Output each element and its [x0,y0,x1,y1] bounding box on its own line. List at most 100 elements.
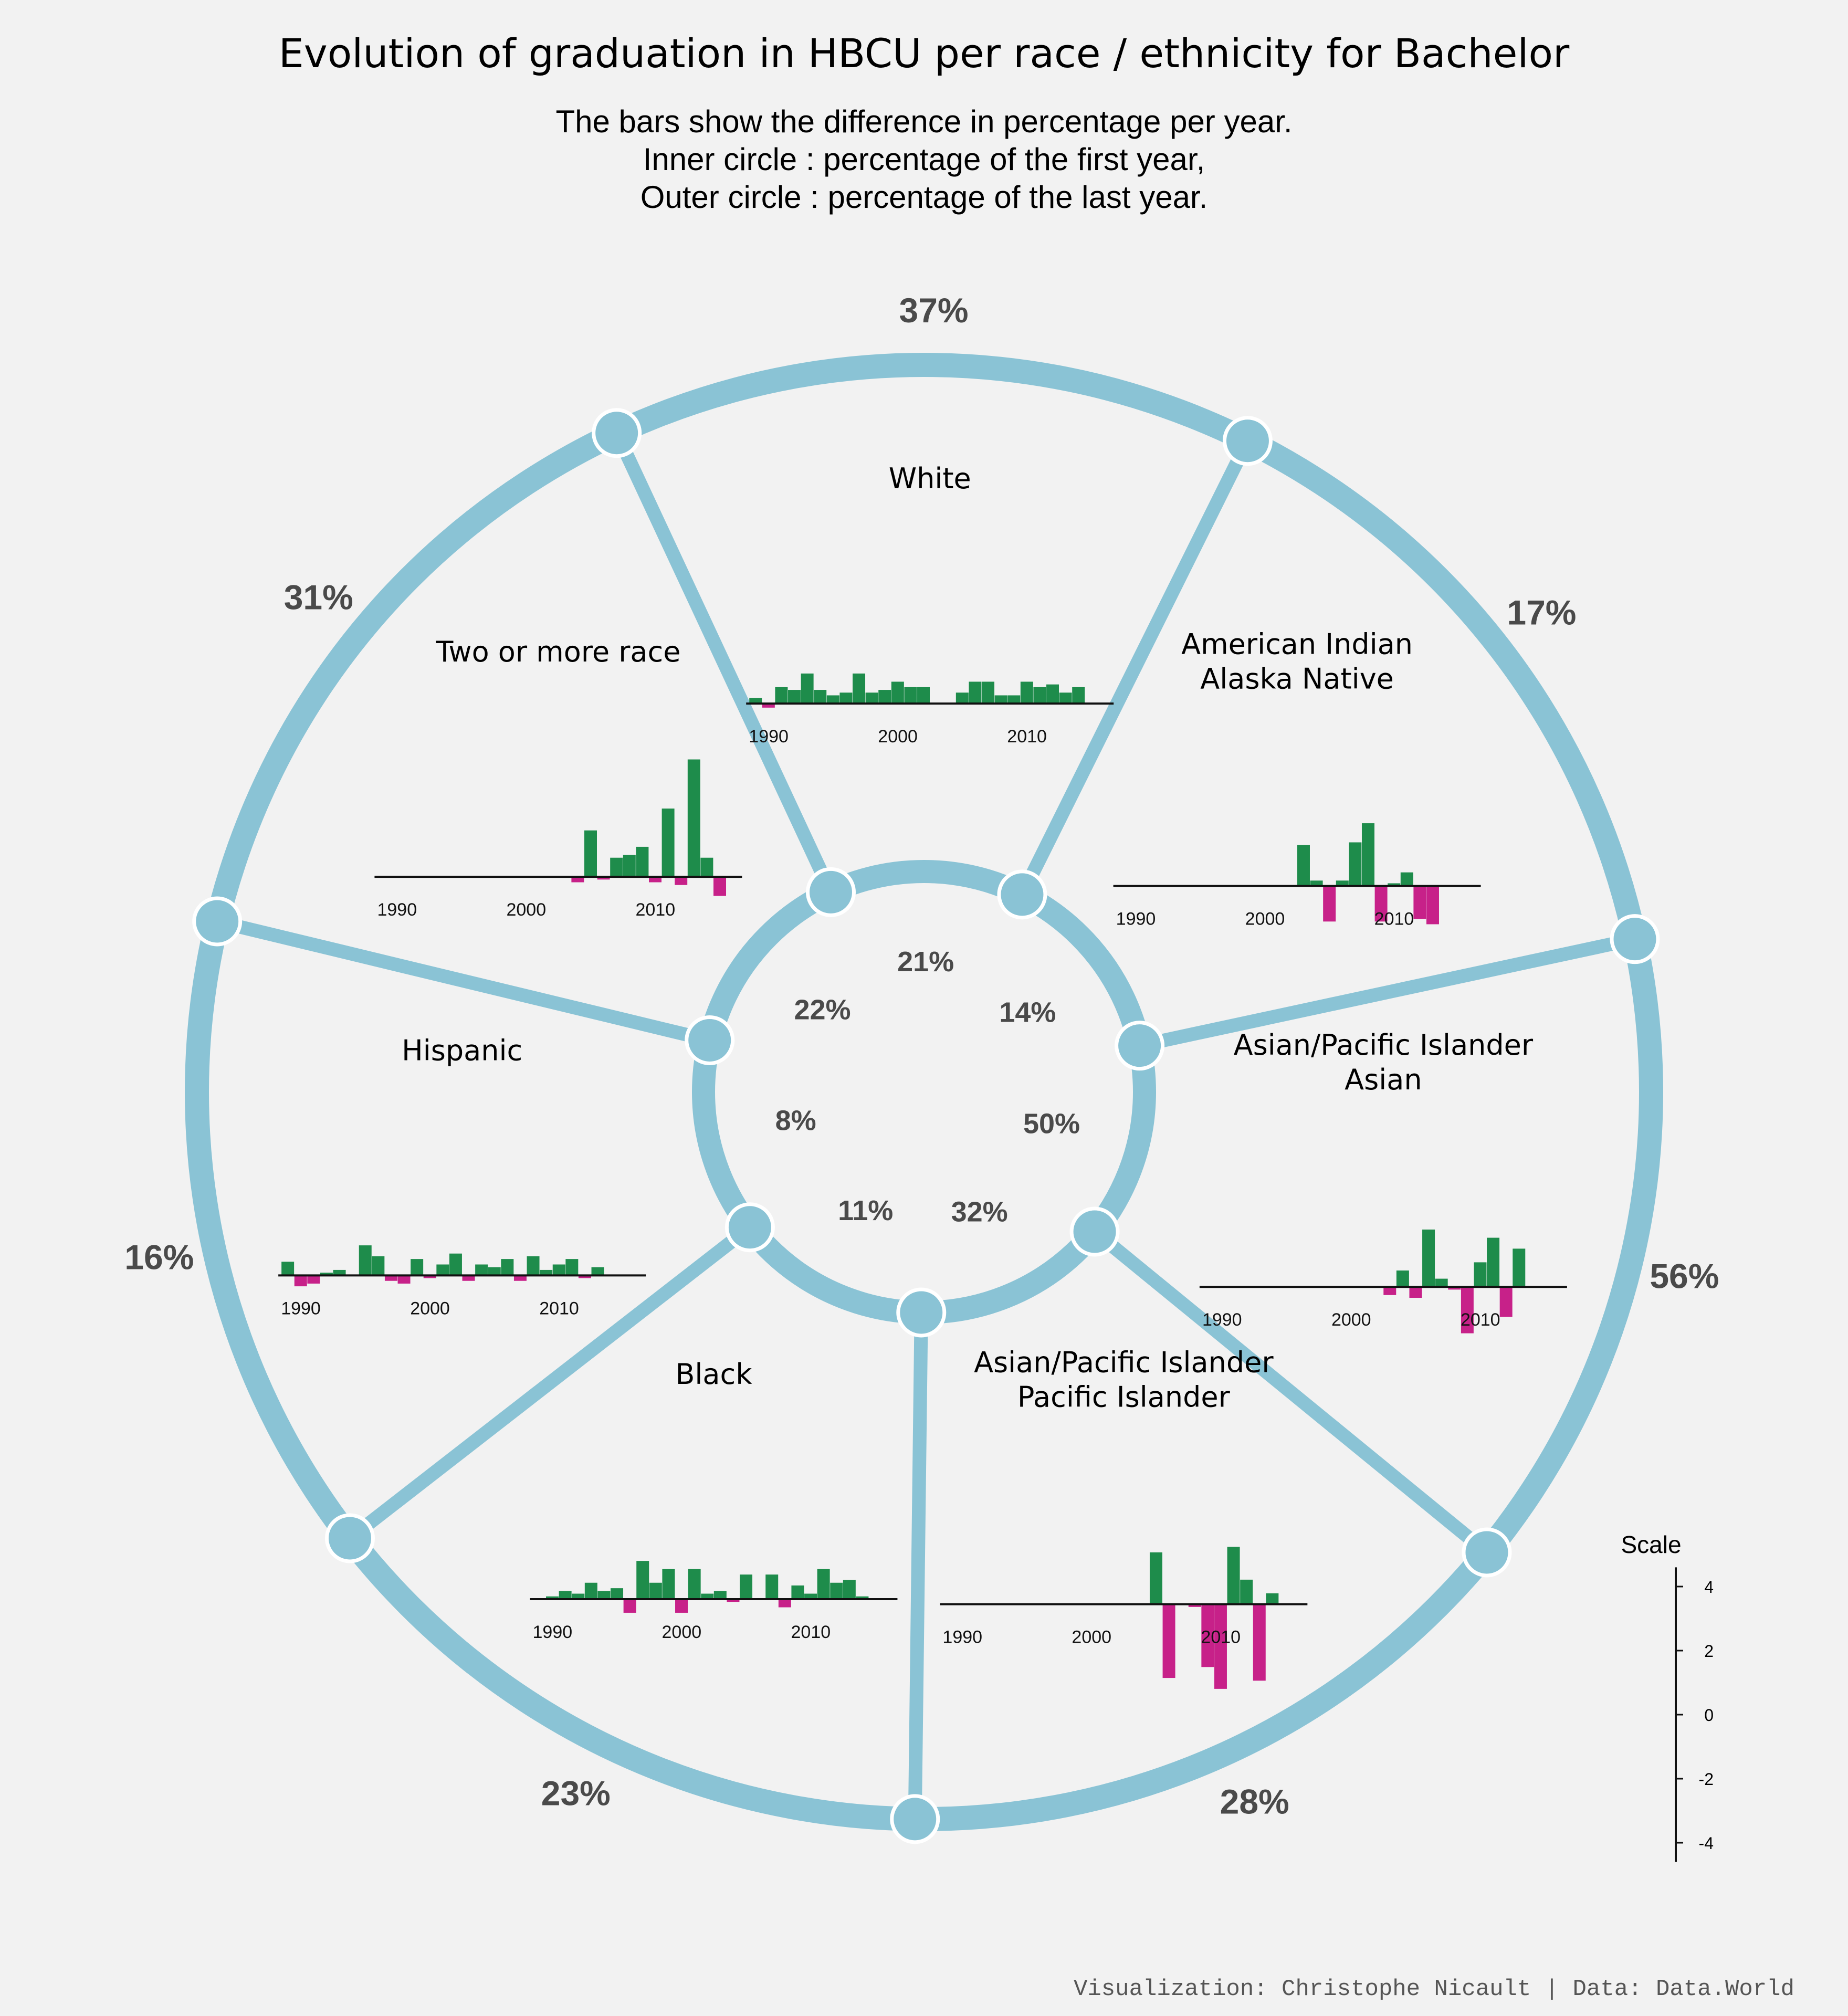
first-year-pct: 11% [838,1195,893,1226]
bar [891,681,904,704]
group-name: Black [675,1358,752,1391]
bar [775,687,788,704]
bar [384,1275,397,1281]
bar [917,687,930,704]
group-name: American Indian [1181,628,1413,661]
outer-node [192,896,243,947]
last-year-pct: 56% [1650,1257,1719,1296]
bar [1007,695,1021,704]
bar [1266,1593,1279,1604]
scale-tick-label: 4 [1704,1578,1714,1597]
bar [1383,1287,1396,1295]
year-tick-label: 2000 [878,727,918,747]
bar [411,1259,424,1276]
year-tick-label: 2000 [1331,1310,1371,1330]
bar [749,698,762,704]
bar [636,846,649,877]
bar [982,681,995,704]
last-year-pct: 31% [284,578,353,617]
wheel-layer [185,353,1663,1844]
year-tick-label: 2010 [1461,1310,1500,1330]
inner-node [685,1015,735,1065]
first-year-pct: 50% [1023,1108,1080,1140]
bar [527,1256,540,1276]
bar [649,1582,662,1599]
year-tick-label: 1990 [281,1298,321,1318]
bar [853,673,866,704]
bar [320,1273,333,1276]
outer-node [1462,1527,1512,1578]
bar [791,1585,804,1599]
bar [1461,1287,1474,1334]
bar [740,1574,753,1599]
bar [1487,1237,1500,1287]
bar [687,759,700,877]
bar [1400,872,1413,886]
bar [649,877,662,883]
inner-node [997,869,1047,920]
outer-node [890,1794,940,1844]
bar [1409,1287,1422,1298]
group-name: Asian [1345,1063,1422,1096]
bar [1253,1604,1266,1681]
inner-node [806,867,856,917]
first-year-pct: 32% [951,1196,1008,1228]
first-year-pct: 14% [999,997,1056,1028]
bar [552,1264,565,1276]
bar [713,877,727,896]
bar [571,877,584,883]
bar [765,1574,779,1599]
bar [662,1569,675,1599]
year-tick-label: 2010 [791,1622,831,1642]
bar [372,1256,385,1276]
bar [597,877,610,880]
bar [1188,1604,1201,1607]
bar [488,1267,501,1276]
bar [1214,1604,1227,1689]
bar [688,1569,701,1599]
group-name: Two or more race [435,635,680,668]
bar [584,1582,597,1599]
first-year-pct: 21% [897,946,954,978]
bar [878,690,891,704]
bar [1020,681,1033,704]
bar [830,1582,843,1599]
year-tick-label: 2000 [506,900,546,920]
group-name: Asian/Pacific Islander [974,1346,1274,1379]
bar [1059,692,1072,704]
bar [804,1593,817,1599]
outer-node [592,408,642,458]
bar [662,808,675,877]
group-name: Hispanic [402,1034,522,1067]
scale-tick-label: -4 [1699,1834,1714,1853]
year-tick-label: 2010 [635,900,675,920]
bar [513,1275,527,1281]
outer-node [1610,914,1660,964]
bar [1422,1229,1435,1287]
spoke [1090,1226,1492,1558]
bar [1297,845,1310,886]
bar [1413,886,1426,919]
bar [1349,842,1362,886]
bar [540,1269,553,1276]
bar [778,1599,791,1608]
bar [700,857,713,877]
bar [1448,1287,1461,1290]
subtitle-line-3: Outer circle : percentage of the last ye… [640,180,1208,215]
bar [591,1267,604,1276]
last-year-pct: 28% [1220,1782,1289,1821]
chart-title: Evolution of graduation in HBCU per race… [279,30,1570,77]
bar [1336,880,1349,886]
year-tick-label: 2000 [410,1298,450,1318]
bar [623,855,636,877]
spoke [1138,932,1636,1053]
bar [675,1599,688,1613]
bar [1149,1552,1162,1604]
bar [1426,886,1439,925]
bar-panels-layer: 37% 21% White 1990 2000 2010 17% 14% American In… [124,291,1719,1821]
bar [397,1275,411,1284]
bar [584,830,597,877]
bar [865,692,878,704]
